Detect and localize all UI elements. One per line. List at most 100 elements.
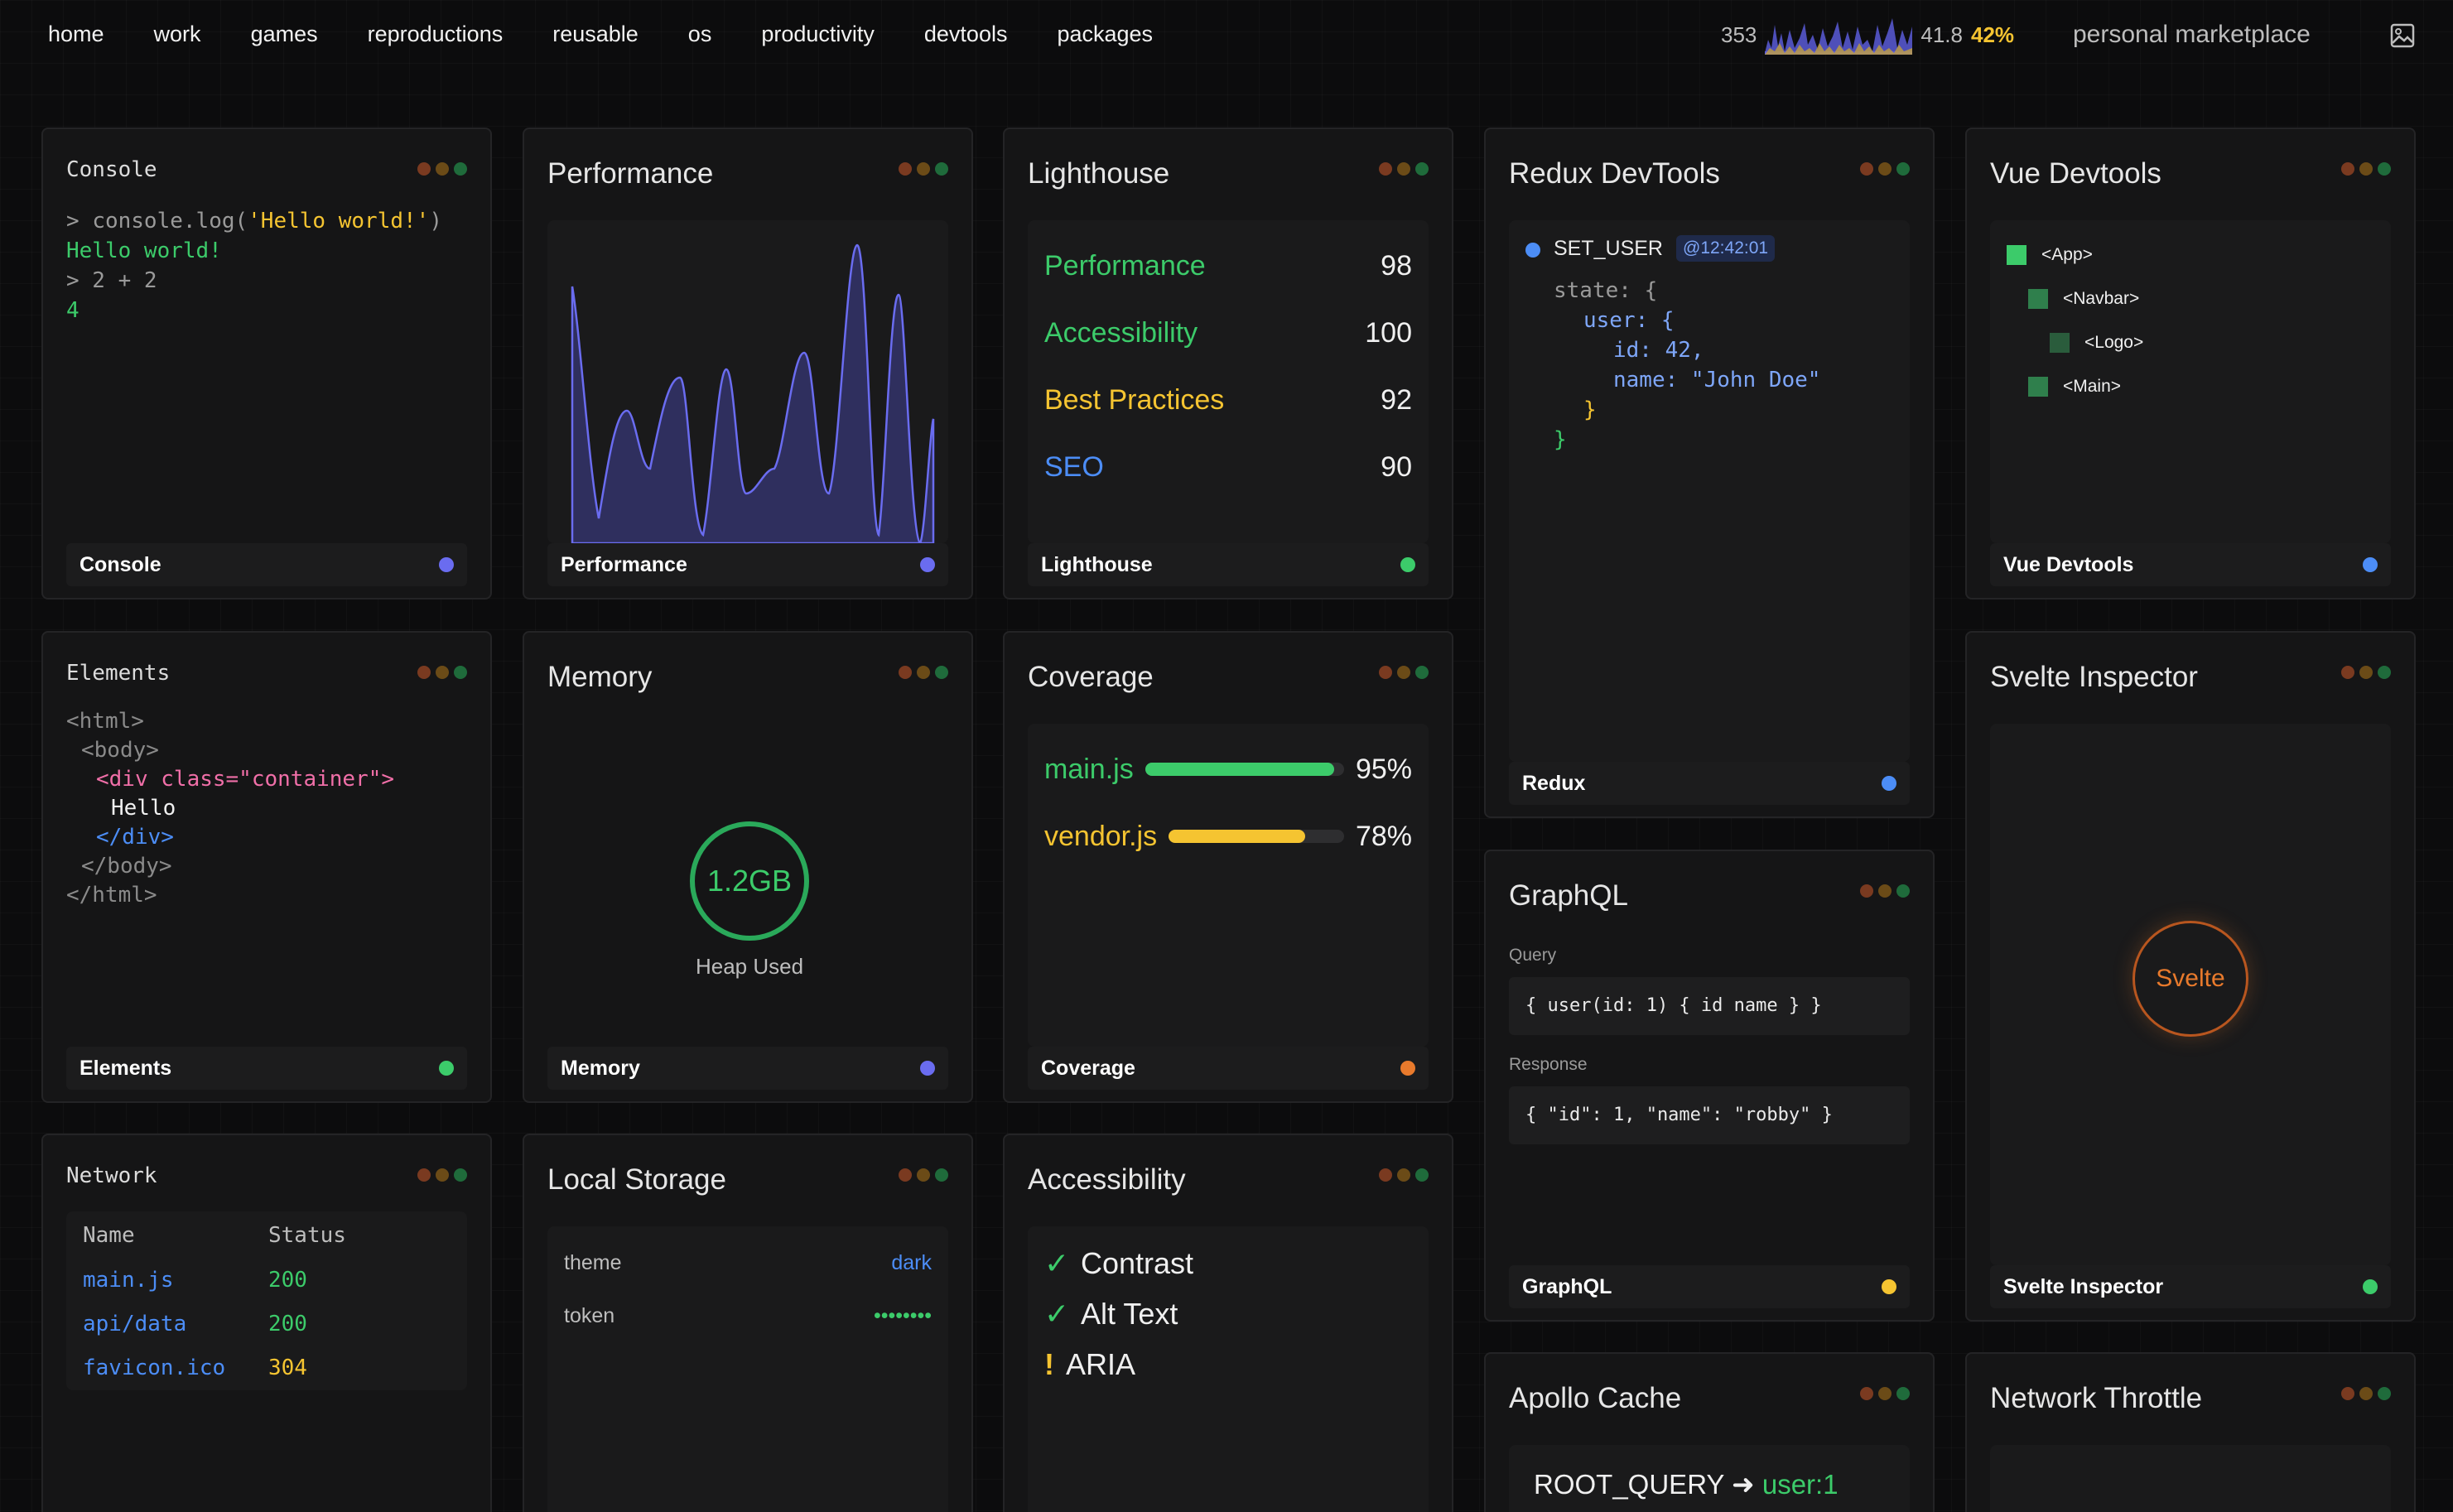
minimize-dot[interactable] [2359, 666, 2373, 679]
tree-node-label: <App> [2041, 245, 2093, 264]
close-dot[interactable] [417, 162, 431, 176]
maximize-dot[interactable] [454, 162, 467, 176]
nav-link-os[interactable]: os [687, 22, 712, 46]
coverage-row[interactable]: main.js 95% [1044, 749, 1412, 790]
nav-link-reproductions[interactable]: reproductions [367, 22, 504, 46]
dom-node[interactable]: <html> [66, 709, 144, 734]
nav-link-packages[interactable]: packages [1057, 22, 1154, 46]
window-dots [417, 162, 467, 176]
close-dot[interactable] [899, 162, 912, 176]
close-dot[interactable] [1379, 666, 1392, 679]
panel-footer[interactable]: Console [66, 543, 467, 586]
panel-footer[interactable]: Elements [66, 1047, 467, 1090]
minimize-dot[interactable] [1397, 666, 1410, 679]
tree-node[interactable]: <App> [2007, 245, 2093, 265]
minimize-dot[interactable] [1878, 162, 1892, 176]
dom-node-selected[interactable]: <div class="container"> [96, 767, 395, 792]
close-dot[interactable] [2341, 666, 2354, 679]
redux-state-view: SET_USER @12:42:01 state: { user: { id: … [1509, 220, 1910, 762]
close-dot[interactable] [1860, 884, 1873, 898]
coverage-list: main.js 95% vendor.js 78% [1028, 724, 1429, 1047]
close-dot[interactable] [417, 666, 431, 679]
maximize-dot[interactable] [454, 666, 467, 679]
maximize-dot[interactable] [935, 1168, 948, 1182]
tree-node[interactable]: <Logo> [2050, 333, 2143, 353]
minimize-dot[interactable] [917, 162, 930, 176]
minimize-dot[interactable] [917, 666, 930, 679]
maximize-dot[interactable] [1896, 1387, 1910, 1400]
maximize-dot[interactable] [2378, 1387, 2391, 1400]
maximize-dot[interactable] [1415, 1168, 1429, 1182]
coverage-fill [1169, 830, 1306, 843]
storage-value[interactable]: dark [891, 1251, 932, 1274]
close-dot[interactable] [2341, 162, 2354, 176]
close-dot[interactable] [1379, 1168, 1392, 1182]
minimize-dot[interactable] [917, 1168, 930, 1182]
request-name[interactable]: favicon.ico [83, 1356, 226, 1380]
panel-footer[interactable]: Lighthouse [1028, 543, 1429, 586]
close-dot[interactable] [899, 666, 912, 679]
coverage-row[interactable]: vendor.js 78% [1044, 816, 1412, 857]
minimize-dot[interactable] [2359, 162, 2373, 176]
score-value: 98 [1381, 249, 1412, 282]
cache-entry[interactable]: ROOT_QUERY ➜ user:1 [1534, 1468, 1839, 1500]
maximize-dot[interactable] [935, 666, 948, 679]
maximize-dot[interactable] [1415, 162, 1429, 176]
close-dot[interactable] [899, 1168, 912, 1182]
storage-value[interactable]: •••••••• [873, 1304, 932, 1327]
window-dots [1860, 1387, 1910, 1400]
minimize-dot[interactable] [436, 666, 449, 679]
close-dot[interactable] [1860, 1387, 1873, 1400]
panel-footer[interactable]: Coverage [1028, 1047, 1429, 1090]
maximize-dot[interactable] [1896, 884, 1910, 898]
column-header: Status [268, 1223, 346, 1248]
nav-link-devtools[interactable]: devtools [923, 22, 1008, 46]
query-editor[interactable]: { user(id: 1) { id name } } [1509, 977, 1910, 1035]
marketplace-link[interactable]: personal marketplace [2073, 21, 2311, 48]
maximize-dot[interactable] [454, 1168, 467, 1182]
minimize-dot[interactable] [2359, 1387, 2373, 1400]
minimize-dot[interactable] [436, 1168, 449, 1182]
maximize-dot[interactable] [1415, 666, 1429, 679]
nav-link-reusable[interactable]: reusable [552, 22, 639, 46]
close-dot[interactable] [1860, 162, 1873, 176]
nav-link-productivity[interactable]: productivity [761, 22, 875, 46]
panel-footer[interactable]: Performance [547, 543, 948, 586]
maximize-dot[interactable] [2378, 666, 2391, 679]
tree-node[interactable]: <Navbar> [2028, 289, 2139, 309]
close-dot[interactable] [1379, 162, 1392, 176]
nav-link-work[interactable]: work [153, 22, 201, 46]
dom-node[interactable]: </html> [66, 883, 157, 908]
close-dot[interactable] [417, 1168, 431, 1182]
dom-node[interactable]: </div> [96, 825, 174, 850]
dom-node[interactable]: </body> [81, 854, 172, 879]
minimize-dot[interactable] [1397, 162, 1410, 176]
stat-count: 353 [1721, 22, 1757, 47]
tree-node[interactable]: <Main> [2028, 377, 2121, 397]
close-dot[interactable] [2341, 1387, 2354, 1400]
panel-footer[interactable]: Vue Devtools [1990, 543, 2391, 586]
minimize-dot[interactable] [436, 162, 449, 176]
maximize-dot[interactable] [1896, 162, 1910, 176]
storage-key[interactable]: theme [564, 1251, 622, 1274]
storage-key[interactable]: token [564, 1304, 615, 1327]
maximize-dot[interactable] [2378, 162, 2391, 176]
maximize-dot[interactable] [935, 162, 948, 176]
panel-footer[interactable]: Redux [1509, 762, 1910, 805]
request-name[interactable]: main.js [83, 1268, 174, 1293]
action-name[interactable]: SET_USER [1554, 237, 1663, 260]
status-dot [439, 557, 454, 572]
image-icon[interactable] [2390, 23, 2415, 48]
panel-footer[interactable]: Svelte Inspector [1990, 1265, 2391, 1308]
request-name[interactable]: api/data [83, 1312, 187, 1336]
network-panel: Network Name Status main.js 200 api/data… [41, 1134, 492, 1512]
dom-node[interactable]: <body> [81, 738, 159, 763]
minimize-dot[interactable] [1878, 1387, 1892, 1400]
minimize-dot[interactable] [1878, 884, 1892, 898]
panel-footer[interactable]: GraphQL [1509, 1265, 1910, 1308]
nav-link-home[interactable]: home [48, 22, 104, 46]
minimize-dot[interactable] [1397, 1168, 1410, 1182]
panel-footer[interactable]: Memory [547, 1047, 948, 1090]
svelte-badge[interactable]: Svelte [2133, 921, 2248, 1037]
nav-link-games[interactable]: games [250, 22, 318, 46]
